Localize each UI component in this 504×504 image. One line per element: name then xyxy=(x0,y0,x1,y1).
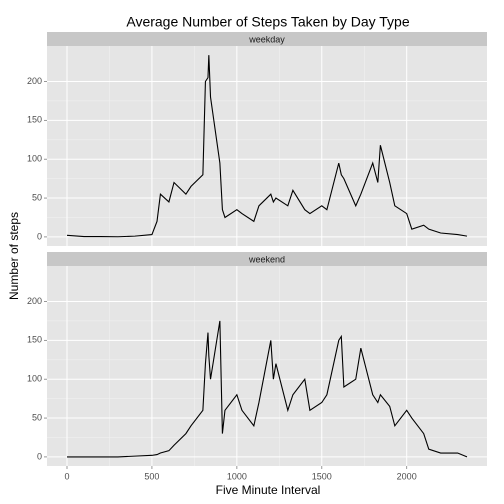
series-line xyxy=(67,320,468,458)
y-tick-label: 50 xyxy=(32,412,42,422)
strip xyxy=(47,252,487,266)
x-tick-label: 1500 xyxy=(312,471,332,481)
strip-label: weekday xyxy=(248,34,285,44)
y-axis-label: Number of steps xyxy=(7,212,21,300)
series-line xyxy=(66,55,468,238)
y-tick-label: 50 xyxy=(32,192,42,202)
strip-label: weekend xyxy=(248,254,285,264)
y-tick-label: 200 xyxy=(27,76,42,86)
y-tick-label: 200 xyxy=(27,296,42,306)
panel-background xyxy=(47,46,487,246)
x-tick-label: 2000 xyxy=(397,471,417,481)
y-tick-label: 150 xyxy=(27,335,42,345)
x-tick-label: 1000 xyxy=(227,471,247,481)
y-tick-label: 0 xyxy=(37,451,42,461)
y-tick-label: 100 xyxy=(27,374,42,384)
chart-title: Average Number of Steps Taken by Day Typ… xyxy=(126,14,409,30)
x-tick-label: 0 xyxy=(64,471,69,481)
y-tick-label: 150 xyxy=(27,115,42,125)
y-tick-label: 0 xyxy=(37,231,42,241)
x-tick-label: 500 xyxy=(144,471,159,481)
strip xyxy=(47,32,487,46)
y-tick-label: 100 xyxy=(27,154,42,164)
panel-background xyxy=(47,266,487,466)
x-axis-label: Five Minute Interval xyxy=(216,483,321,497)
